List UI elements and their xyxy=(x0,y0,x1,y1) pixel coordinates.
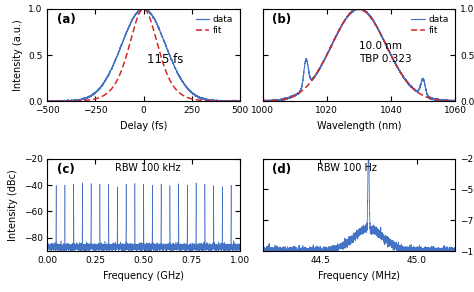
Text: (c): (c) xyxy=(57,163,75,176)
data xyxy=(140,6,146,10)
X-axis label: Delay (fs): Delay (fs) xyxy=(120,121,167,131)
Text: RBW 100 Hz: RBW 100 Hz xyxy=(317,163,376,173)
fit xyxy=(260,99,265,103)
data xyxy=(133,12,139,15)
data xyxy=(45,99,50,103)
data xyxy=(231,100,237,103)
Y-axis label: Intensity (dBc): Intensity (dBc) xyxy=(8,169,18,241)
data xyxy=(260,100,265,103)
data xyxy=(45,100,50,103)
fit xyxy=(133,20,138,24)
fit xyxy=(356,7,362,11)
data xyxy=(282,98,288,101)
Text: RBW 100 kHz: RBW 100 kHz xyxy=(115,163,180,173)
fit xyxy=(282,97,288,101)
Text: 10.0 nm: 10.0 nm xyxy=(359,41,402,51)
data xyxy=(231,99,237,103)
Line: data: data xyxy=(47,8,240,101)
Text: (d): (d) xyxy=(273,163,292,176)
data xyxy=(237,100,243,103)
Text: 115 fs: 115 fs xyxy=(147,53,184,66)
fit xyxy=(141,7,146,11)
fit xyxy=(448,99,454,103)
fit xyxy=(293,93,299,97)
Text: TBP 0.323: TBP 0.323 xyxy=(359,54,411,64)
fit xyxy=(45,100,50,103)
Line: fit: fit xyxy=(47,9,240,101)
fit xyxy=(55,100,60,103)
X-axis label: Frequency (MHz): Frequency (MHz) xyxy=(318,270,400,281)
fit xyxy=(237,100,243,103)
X-axis label: Wavelength (nm): Wavelength (nm) xyxy=(317,121,401,131)
fit xyxy=(428,97,433,100)
X-axis label: Frequency (GHz): Frequency (GHz) xyxy=(103,270,184,281)
data xyxy=(342,18,348,22)
data xyxy=(196,96,202,100)
data xyxy=(138,8,144,11)
Line: data: data xyxy=(263,8,455,101)
fit xyxy=(452,99,458,103)
Line: fit: fit xyxy=(263,9,455,101)
data xyxy=(452,100,458,103)
data xyxy=(448,99,454,102)
fit xyxy=(138,9,144,12)
data xyxy=(55,100,60,103)
data xyxy=(293,93,299,97)
Y-axis label: Intensity (a.u.): Intensity (a.u.) xyxy=(13,19,23,91)
data xyxy=(334,34,339,38)
fit xyxy=(334,34,339,37)
fit xyxy=(342,19,347,22)
Legend: data, fit: data, fit xyxy=(410,13,450,37)
fit xyxy=(231,100,237,103)
fit xyxy=(231,100,237,103)
fit xyxy=(196,98,202,102)
Text: (a): (a) xyxy=(57,13,76,26)
data xyxy=(356,6,362,10)
Text: (b): (b) xyxy=(273,13,292,26)
data xyxy=(428,97,434,100)
data xyxy=(260,99,265,103)
Legend: data, fit: data, fit xyxy=(194,13,235,37)
